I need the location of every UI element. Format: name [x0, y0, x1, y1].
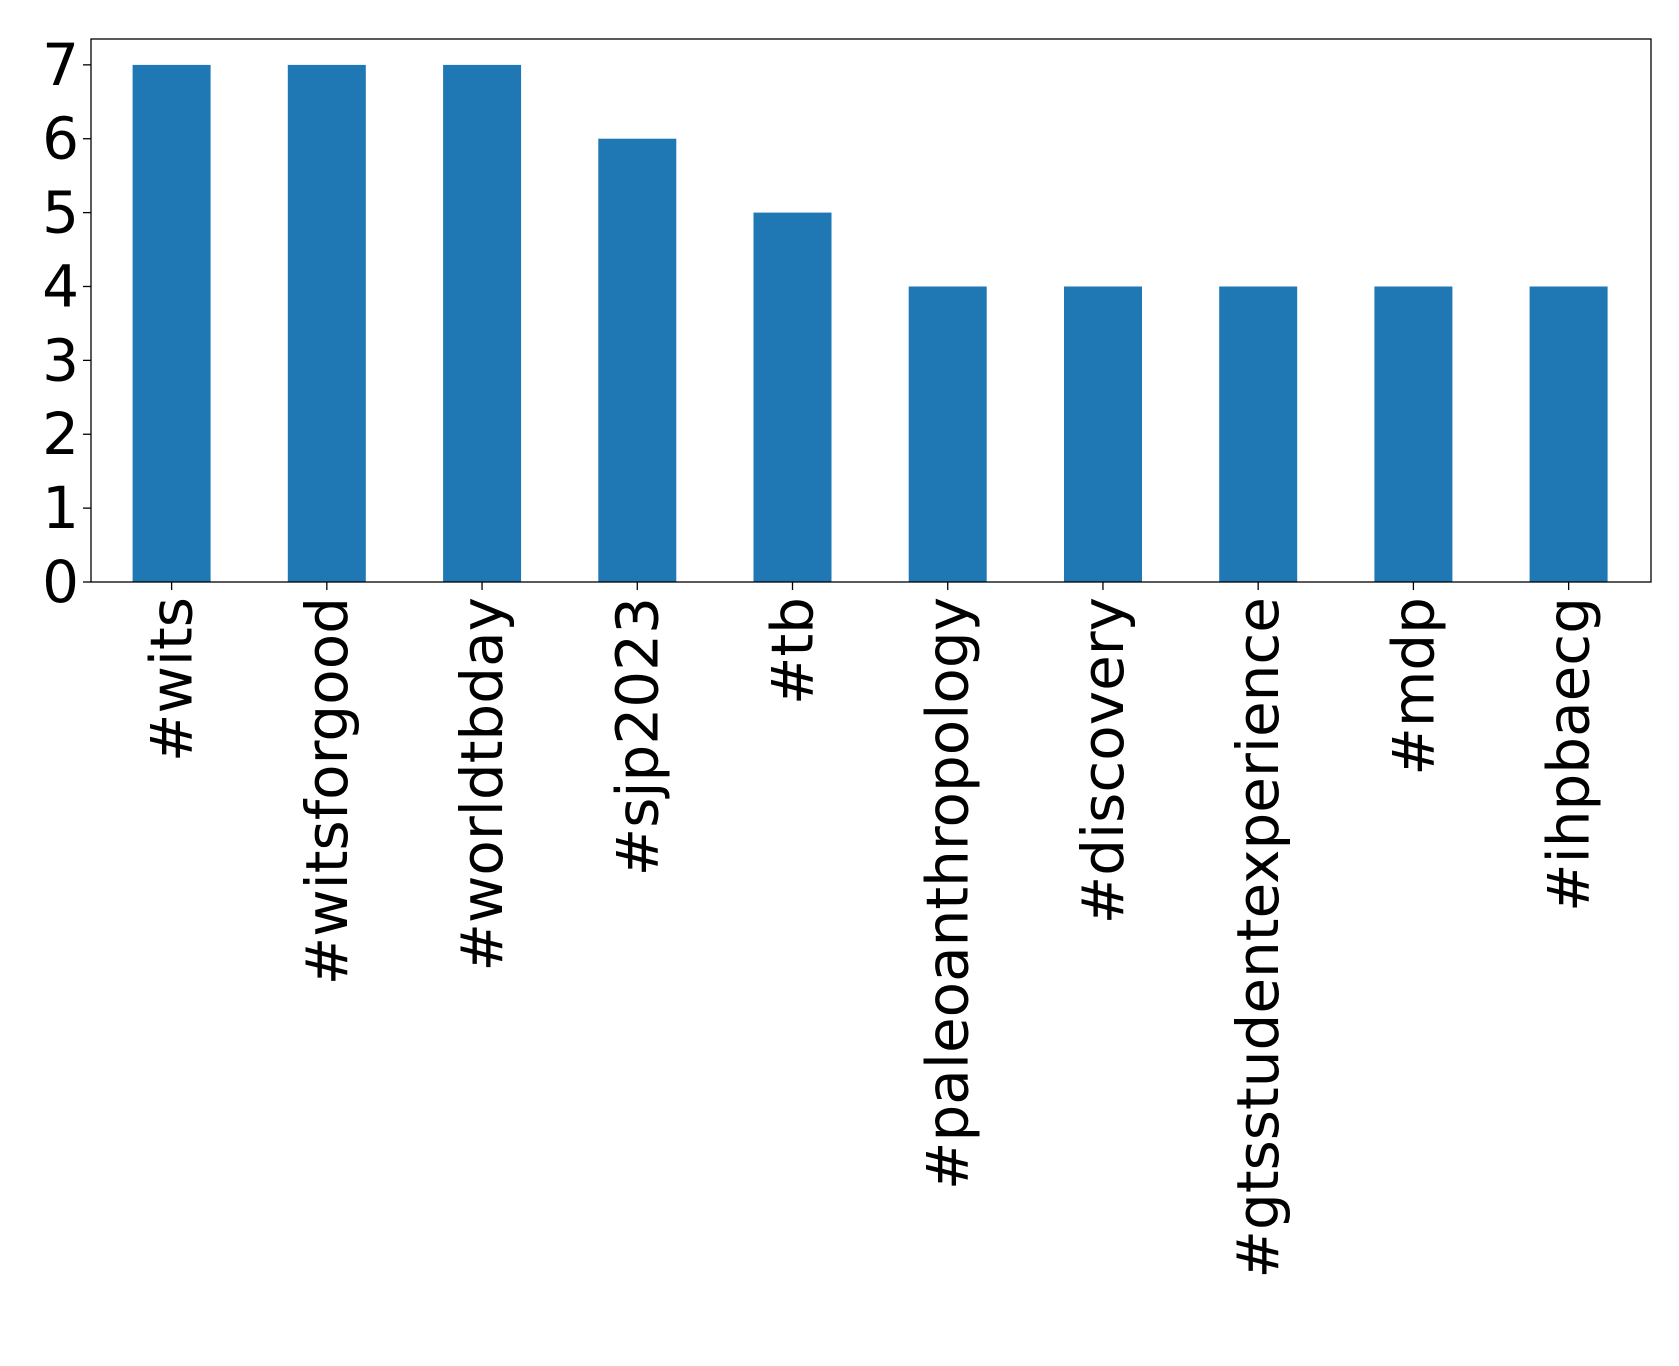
bar-mdp [1374, 286, 1453, 582]
x-tick-label-sjp2023: #sjp2023 [603, 597, 671, 876]
y-tick-label: 5 [42, 179, 79, 247]
y-tick-label: 6 [42, 105, 79, 173]
x-axis: #wits #witsforgood #worldtbday #sjp2023 #tb #… [138, 582, 1603, 1279]
bar-wits [132, 64, 211, 582]
y-tick-label: 4 [42, 252, 79, 320]
bar-witsforgood [287, 64, 366, 582]
y-tick-label: 0 [42, 548, 79, 616]
plot-frame [90, 38, 1652, 583]
y-tick-label: 1 [42, 474, 79, 542]
bar-sjp2023 [598, 138, 677, 582]
x-tick-label-paleoanthropology: #paleoanthropology [914, 597, 982, 1190]
x-tick-label-mdp: #mdp [1379, 597, 1447, 776]
y-tick-label: 3 [42, 326, 79, 394]
x-tick-label-tb: #tb [759, 597, 827, 705]
y-tick-label: 2 [42, 400, 79, 468]
bar-tb [753, 212, 832, 582]
bar-gtsstudentexperience [1219, 286, 1298, 582]
bars-layer [132, 64, 1608, 582]
y-tick-label: 7 [42, 31, 79, 99]
bar-discovery [1064, 286, 1142, 582]
bar-paleoanthropology [908, 286, 987, 582]
x-tick-label-wits: #wits [138, 597, 206, 762]
x-tick-label-witsforgood: #witsforgood [293, 597, 361, 985]
x-tick-label-discovery: #discovery [1069, 597, 1137, 924]
bar-ihpbaecg [1529, 286, 1608, 582]
bar-worldtbday [443, 64, 522, 582]
x-tick-label-ihpbaecg: #ihpbaecg [1535, 597, 1603, 912]
x-tick-label-gtsstudentexperience: #gtsstudentexperience [1224, 597, 1292, 1279]
x-tick-label-worldtbday: #worldtbday [448, 597, 516, 972]
